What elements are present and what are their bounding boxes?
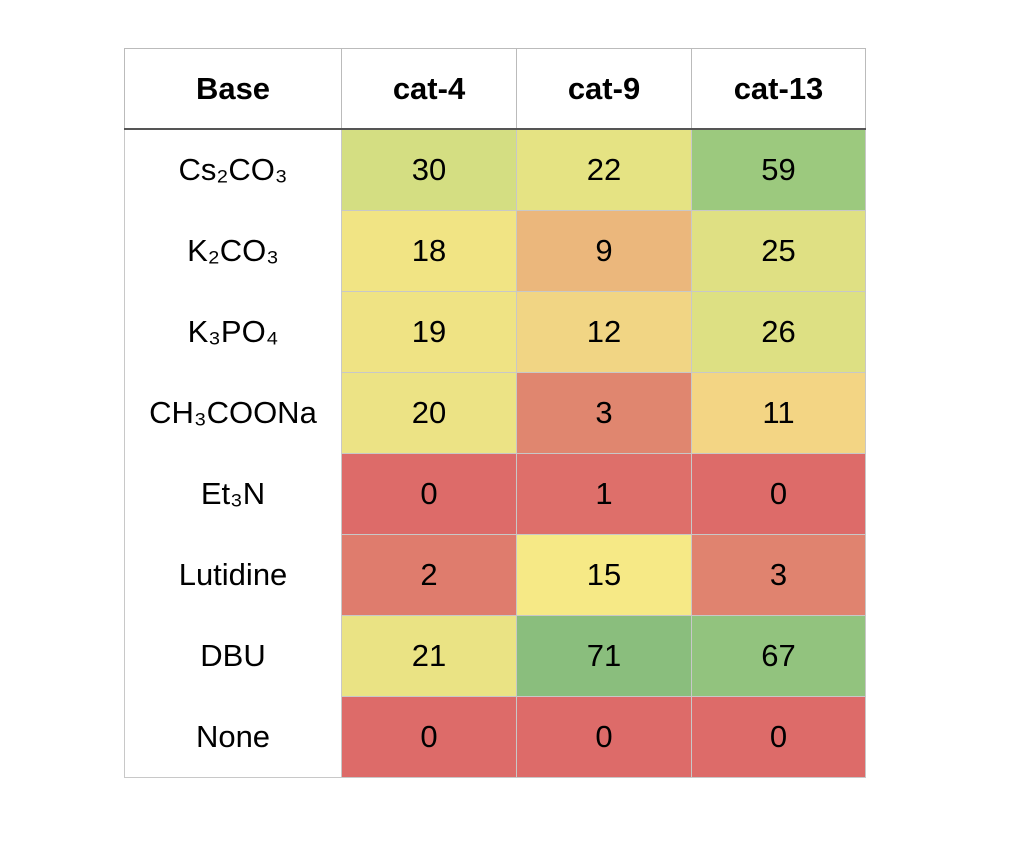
base-cell: K₃PO₄ <box>124 291 342 373</box>
table-row: Cs₂CO₃ 30 22 59 <box>124 128 866 211</box>
base-cell: None <box>124 696 342 778</box>
value-cell: 0 <box>691 696 866 778</box>
value-cell: 20 <box>341 372 517 454</box>
table-row: Lutidine 2 15 3 <box>124 534 866 616</box>
table-row: DBU 21 71 67 <box>124 615 866 697</box>
value-cell: 12 <box>516 291 692 373</box>
column-header: cat-4 <box>341 48 517 130</box>
value-cell: 21 <box>341 615 517 697</box>
base-cell: Cs₂CO₃ <box>124 129 342 211</box>
value-cell: 1 <box>516 453 692 535</box>
value-cell: 0 <box>341 453 517 535</box>
value-cell: 30 <box>341 128 517 211</box>
value-cell: 25 <box>691 210 866 292</box>
base-cell: DBU <box>124 615 342 697</box>
value-cell: 18 <box>341 210 517 292</box>
value-cell: 9 <box>516 210 692 292</box>
column-header: cat-9 <box>516 48 692 130</box>
value-cell: 3 <box>691 534 866 616</box>
base-cell: CH₃COONa <box>124 372 342 454</box>
base-cell: K₂CO₃ <box>124 210 342 292</box>
value-cell: 2 <box>341 534 517 616</box>
value-cell: 59 <box>691 128 866 211</box>
table-body: Cs₂CO₃ 30 22 59 K₂CO₃ 18 9 25 K₃PO₄ 19 12 26 CH₃COON… <box>124 128 866 778</box>
value-cell: 0 <box>341 696 517 778</box>
table-row: K₂CO₃ 18 9 25 <box>124 210 866 292</box>
value-cell: 26 <box>691 291 866 373</box>
value-cell: 3 <box>516 372 692 454</box>
table-header: Base cat-4 cat-9 cat-13 <box>124 48 866 130</box>
value-cell: 15 <box>516 534 692 616</box>
value-cell: 19 <box>341 291 517 373</box>
value-cell: 0 <box>691 453 866 535</box>
value-cell: 22 <box>516 128 692 211</box>
table-row: CH₃COONa 20 3 11 <box>124 372 866 454</box>
base-cell: Et₃N <box>124 453 342 535</box>
table-row: K₃PO₄ 19 12 26 <box>124 291 866 373</box>
value-cell: 71 <box>516 615 692 697</box>
value-cell: 0 <box>516 696 692 778</box>
value-cell: 67 <box>691 615 866 697</box>
results-table: Base cat-4 cat-9 cat-13 Cs₂CO₃ 30 22 59 K₂CO₃ 18… <box>124 48 866 778</box>
table-row: Et₃N 0 1 0 <box>124 453 866 535</box>
column-header: cat-13 <box>691 48 866 130</box>
header-row: Base cat-4 cat-9 cat-13 <box>124 48 866 130</box>
column-header: Base <box>124 48 342 130</box>
value-cell: 11 <box>691 372 866 454</box>
base-cell: Lutidine <box>124 534 342 616</box>
table-row: None 0 0 0 <box>124 696 866 778</box>
